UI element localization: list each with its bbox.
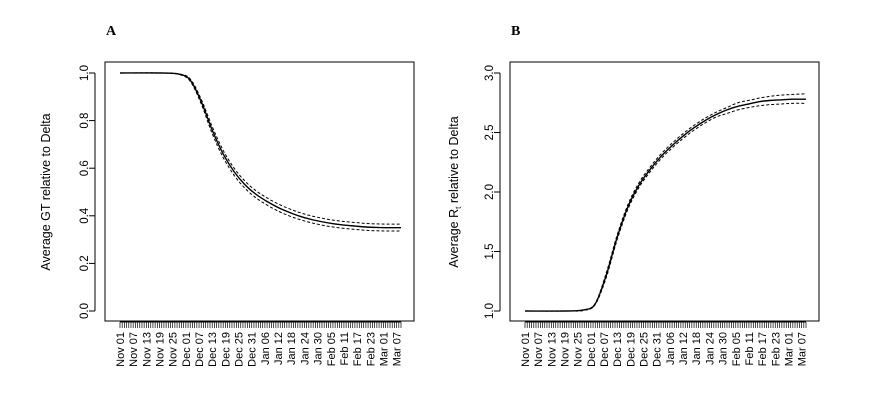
x-tick-label: Dec 19 — [220, 332, 232, 367]
x-tick-label: Nov 01 — [115, 332, 127, 367]
series-line-estimate — [524, 98, 807, 312]
y-axis-b: 1.0 1.5 2.0 2.5 3.0 — [484, 65, 501, 319]
x-tick-label: Nov 13 — [141, 332, 153, 367]
x-tick-label: Mar 07 — [797, 332, 809, 366]
x-tick-label: Dec 01 — [586, 332, 598, 367]
plot-box-b — [509, 61, 820, 322]
x-tick-label: Jan 24 — [299, 332, 311, 365]
x-tick-label: Feb 23 — [365, 332, 377, 366]
series-line-interval — [119, 72, 402, 232]
x-tick-label: Feb 23 — [770, 332, 782, 366]
series-line-estimate — [119, 72, 402, 229]
x-tick-label: Dec 13 — [612, 332, 624, 367]
x-tick-label: Nov 01 — [520, 332, 532, 367]
x-tick-label: Nov 13 — [546, 332, 558, 367]
x-tick-label: Nov 07 — [128, 332, 140, 367]
x-axis-a: Nov 01 Nov 07 Nov 13 Nov 19 Nov 25 Dec 01 Dec … — [115, 321, 404, 367]
x-tick-label: Feb 17 — [757, 332, 769, 366]
panel-b-letter: B — [511, 24, 520, 39]
y-tick-label: 1.0 — [79, 65, 91, 81]
x-tick-label: Dec 31 — [652, 332, 664, 367]
y-tick-label: 0.4 — [79, 207, 91, 224]
x-tick-label: Feb 05 — [731, 332, 743, 366]
x-tick-label: Dec 01 — [181, 332, 193, 367]
panel-a-letter: A — [106, 24, 117, 39]
panel-a: A 0.00.20.40.60.81.0 Nov 01 Nov 07 Nov 13 N… — [39, 24, 415, 367]
x-tick-label: Jan 18 — [286, 332, 298, 365]
x-tick-label: Mar 07 — [392, 332, 404, 366]
lines-b — [524, 93, 807, 312]
x-tick-label: Jan 06 — [665, 332, 677, 365]
y-tick-label: 2.0 — [484, 184, 496, 200]
x-tick-label: Jan 18 — [691, 332, 703, 365]
x-tick-label: Jan 30 — [718, 332, 730, 365]
y-tick-label: 0.2 — [79, 255, 91, 271]
x-tick-label: Dec 31 — [247, 332, 259, 367]
y-tick-label: 3.0 — [484, 65, 496, 81]
series-line-interval — [119, 72, 402, 225]
y-tick-label: 0.0 — [79, 303, 91, 319]
x-tick-label: Dec 25 — [639, 332, 651, 367]
series-line-interval — [524, 102, 807, 312]
x-tick-label: Feb 17 — [352, 332, 364, 366]
x-tick-label: Feb 11 — [744, 332, 756, 365]
x-tick-label: Dec 19 — [625, 332, 637, 367]
x-tick-label: Dec 07 — [599, 332, 611, 367]
y-tick-label: 0.8 — [79, 113, 91, 129]
x-tick-label: Nov 25 — [168, 332, 180, 367]
y-axis-a: 0.0 0.2 0.4 0.6 0.8 1.0 — [79, 65, 96, 319]
x-tick-label: Jan 12 — [678, 332, 690, 365]
x-axis-b: Nov 01 Nov 07 Nov 13 Nov 19 Nov 25 Dec 01 Dec … — [520, 321, 809, 367]
x-tick-label: Nov 19 — [155, 332, 167, 367]
x-tick-label: Feb 11 — [339, 332, 351, 365]
y-tick-label: 1.5 — [484, 244, 496, 260]
x-tick-label: Dec 13 — [207, 332, 219, 367]
x-tick-label: Nov 25 — [573, 332, 585, 367]
panel-b: B 1.01.52.02.53.0 Nov 01 Nov 07 Nov 13 Nov … — [447, 24, 820, 367]
x-tick-label: Jan 30 — [313, 332, 325, 365]
y-tick-label: 1.0 — [484, 303, 496, 319]
y-axis-title-a: Average GT relative to Delta — [39, 113, 53, 270]
x-tick-label: Dec 07 — [194, 332, 206, 367]
y-tick-label: 0.6 — [79, 160, 91, 176]
x-tick-label: Mar 01 — [378, 332, 390, 366]
x-tick-label: Mar 01 — [783, 332, 795, 366]
lines-a — [119, 72, 402, 232]
x-tick-label: Nov 19 — [560, 332, 572, 367]
x-tick-label: Dec 25 — [234, 332, 246, 367]
y-axis-title-b: Average Rt relative to Delta — [447, 116, 463, 267]
x-tick-label: Jan 24 — [704, 332, 716, 365]
series-line-interval — [524, 93, 807, 312]
x-tick-label: Jan 12 — [273, 332, 285, 365]
x-tick-label: Jan 06 — [260, 332, 272, 365]
x-tick-label: Nov 07 — [533, 332, 545, 367]
y-tick-label: 2.5 — [484, 125, 496, 141]
plot-box-a — [104, 61, 415, 322]
x-tick-label: Feb 05 — [326, 332, 338, 366]
